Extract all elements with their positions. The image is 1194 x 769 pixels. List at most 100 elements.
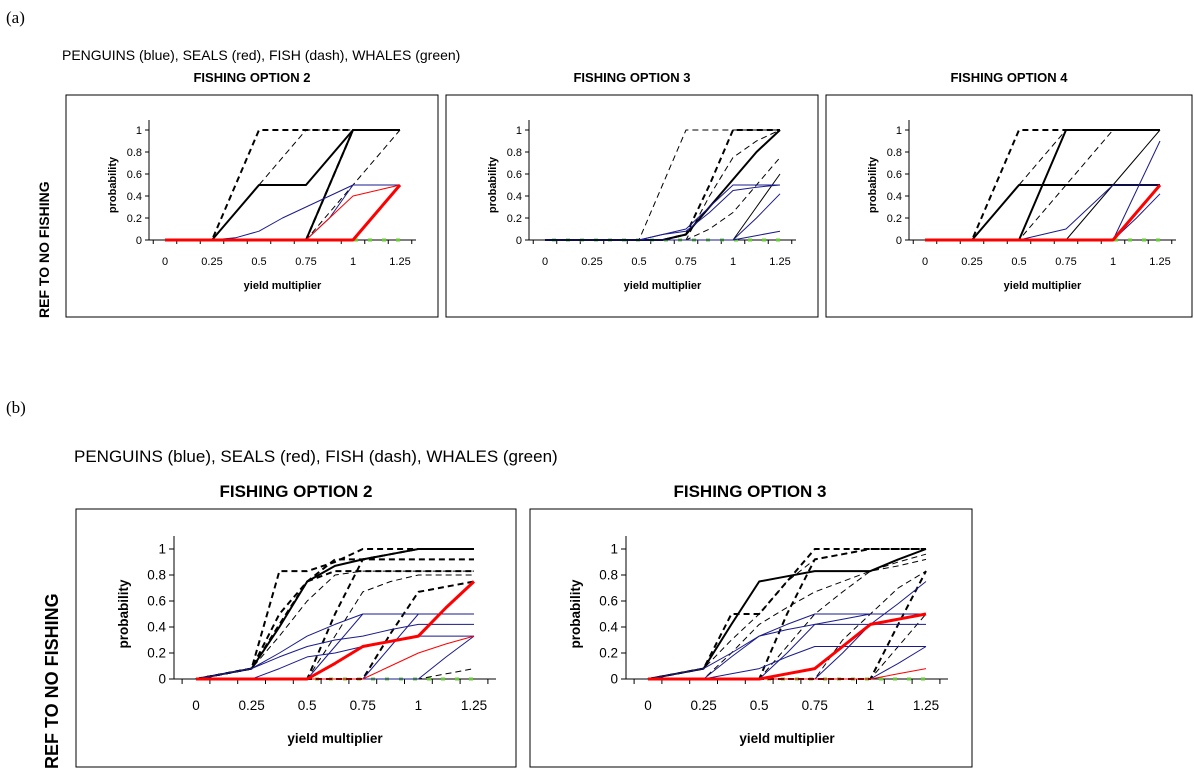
x-axis-title: yield multiplier [624, 280, 702, 292]
series-fish-5 [648, 548, 926, 680]
series-penguins-8 [545, 184, 781, 241]
chart-title-a1: FISHING OPTION 2 [193, 70, 311, 85]
x-tick-label: 0 [162, 256, 168, 268]
x-tick-label: 1 [730, 256, 736, 268]
x-tick-label: 0.5 [298, 698, 317, 713]
series-seals-10 [165, 184, 402, 242]
chart-title-b2: FISHING OPTION 3 [673, 482, 827, 501]
series-fish-1 [925, 129, 1160, 241]
series-fish-4 [648, 558, 927, 680]
series-penguins-15 [196, 635, 475, 680]
y-axis-title: probability [487, 156, 499, 213]
y-tick-label: 0 [896, 235, 902, 247]
x-tick-label: 0.75 [675, 256, 696, 268]
plot-frame [65, 94, 439, 318]
plot-frame [445, 94, 819, 318]
series-fish-2 [195, 558, 474, 680]
y-tick-label: 0 [158, 672, 166, 687]
x-tick-label: 0.5 [631, 256, 646, 268]
y-tick-label: 0.4 [887, 191, 902, 203]
y-tick-label: 0.2 [887, 213, 902, 225]
x-tick-label: 0.25 [961, 256, 982, 268]
panel-b-tag: (b) [6, 398, 26, 417]
x-axis-title: yield multiplier [244, 280, 322, 292]
y-tick-label: 0.8 [599, 568, 618, 583]
x-axis-title: yield multiplier [1004, 280, 1082, 292]
x-tick-label: 0 [922, 256, 928, 268]
chart-1: 0 0.2 0.4 0.6 0.8 1 0 0.25 0.5 0.75 1 1.25 yield mul… [65, 94, 439, 318]
series-fish-4 [165, 129, 401, 241]
y-tick-label: 0.4 [147, 620, 166, 635]
y-tick-label: 0 [610, 672, 618, 687]
x-tick-label: 0.25 [201, 256, 222, 268]
series-fish-1 [165, 129, 400, 241]
y-tick-label: 0.2 [599, 646, 618, 661]
x-axis-title: yield multiplier [287, 731, 383, 746]
series-fish-4 [545, 129, 780, 241]
y-tick-label: 0.4 [599, 620, 618, 635]
y-axis-title: probability [116, 579, 131, 648]
series-fish-2 [165, 129, 400, 241]
chart-2: 0 0.2 0.4 0.6 0.8 1 0 0.25 0.5 0.75 1 1.25 yield mul… [445, 94, 819, 318]
y-tick-label: 1 [516, 125, 522, 137]
y-tick-label: 0.2 [507, 213, 522, 225]
y-tick-label: 1 [136, 125, 142, 137]
y-axis-title: probability [568, 579, 583, 648]
y-tick-label: 0.6 [887, 169, 902, 181]
chart-title-a2: FISHING OPTION 3 [573, 70, 691, 85]
series-fish-6 [648, 553, 927, 680]
chart-title-b1: FISHING OPTION 2 [219, 482, 373, 501]
x-tick-label: 0.5 [750, 698, 769, 713]
series-penguins-10 [545, 230, 781, 241]
x-tick-label: 1.25 [913, 698, 939, 713]
x-tick-label: 1 [415, 698, 423, 713]
y-tick-label: 0.2 [147, 646, 166, 661]
x-tick-label: 0.25 [690, 698, 716, 713]
x-tick-label: 0 [644, 698, 652, 713]
x-tick-label: 0.75 [295, 256, 316, 268]
series-penguins-9 [545, 193, 781, 241]
y-tick-label: 1 [896, 125, 902, 137]
x-tick-label: 0.75 [1055, 256, 1076, 268]
y-axis-title: probability [867, 156, 879, 213]
x-tick-label: 1 [350, 256, 356, 268]
series-fish-8 [648, 570, 927, 680]
series-fish-5 [196, 548, 474, 680]
x-tick-label: 0.75 [802, 698, 828, 713]
chart-5: 0 0.2 0.4 0.6 0.8 1 0 0.25 0.5 0.75 1 1.25 yield mul… [529, 508, 973, 768]
series-fish-2 [545, 129, 781, 241]
series-seals-17 [196, 635, 475, 680]
panel-a-legend: PENGUINS (blue), SEALS (red), FISH (dash… [62, 47, 461, 63]
series-fish-2 [925, 129, 1160, 241]
x-tick-label: 0.75 [350, 698, 376, 713]
series-fish-4 [195, 570, 474, 680]
x-tick-label: 0 [192, 698, 200, 713]
y-tick-label: 0.4 [507, 191, 522, 203]
y-tick-label: 1 [610, 542, 618, 557]
panel-a-tag: (a) [6, 8, 25, 27]
y-tick-label: 0.6 [147, 594, 166, 609]
series-seals-17 [648, 668, 927, 680]
series-fish-6 [196, 574, 474, 680]
y-tick-label: 0.2 [127, 213, 142, 225]
y-tick-label: 0.8 [887, 147, 902, 159]
series-penguins-14 [648, 581, 927, 680]
plot-frame [529, 508, 973, 768]
x-tick-label: 1.25 [769, 256, 790, 268]
y-tick-label: 0.4 [127, 191, 142, 203]
series-fish-7 [648, 570, 927, 680]
x-tick-label: 1.25 [1149, 256, 1170, 268]
chart-4: 0 0.2 0.4 0.6 0.8 1 0 0.25 0.5 0.75 1 1.25 yield mul… [75, 508, 517, 768]
y-tick-label: 0.8 [507, 147, 522, 159]
chart-3: 0 0.2 0.4 0.6 0.8 1 0 0.25 0.5 0.75 1 1.25 yield mul… [825, 94, 1193, 318]
series-seals-16 [196, 580, 476, 681]
chart-title-a3: FISHING OPTION 4 [950, 70, 1068, 85]
x-tick-label: 0 [542, 256, 548, 268]
y-tick-label: 1 [158, 542, 166, 557]
series-fish-4 [925, 129, 1160, 241]
series-penguins-11 [195, 623, 474, 680]
series-fish-1 [545, 129, 780, 241]
y-tick-label: 0 [136, 235, 142, 247]
series-penguins-7 [545, 184, 780, 241]
y-tick-label: 0.6 [127, 169, 142, 181]
